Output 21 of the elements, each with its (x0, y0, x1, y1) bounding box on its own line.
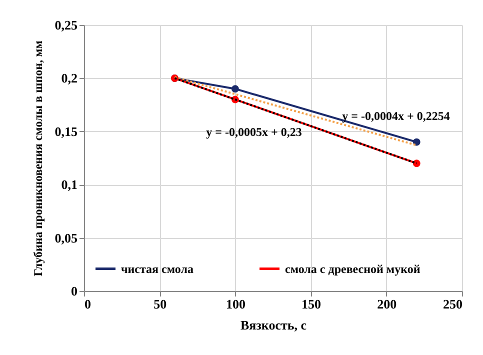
point (412, 138, 420, 146)
annotation: y = -0,0004x + 0,2254 (342, 109, 450, 123)
point (412, 160, 420, 168)
annotation: y = -0,0005x + 0,23 (206, 125, 302, 139)
x-tick-label: 0 (84, 296, 91, 312)
x-tick-label: 200 (377, 296, 397, 312)
y-tick-label: 0,1 (61, 177, 78, 192)
legend-label: смола с древесной мукой (285, 262, 420, 276)
x-tick-label: 100 (226, 296, 246, 312)
point (231, 85, 239, 93)
x-tick-label: 50 (154, 296, 167, 312)
y-tick-label: 0,15 (54, 124, 78, 139)
legend-label: чистая смола (121, 262, 194, 276)
y-tick-label: 0 (71, 284, 78, 298)
y-tick-label: 0,2 (61, 70, 78, 86)
y-tick-label: 0,05 (54, 230, 78, 246)
y-axis-title: Глубина проникновения смолы в шпон, мм (30, 40, 45, 276)
x-tick-label: 150 (302, 296, 322, 312)
y-tick-label: 0,25 (54, 18, 78, 32)
x-tick-label: 250 (443, 296, 462, 312)
x-axis-title: Вязкость, с (240, 318, 307, 332)
